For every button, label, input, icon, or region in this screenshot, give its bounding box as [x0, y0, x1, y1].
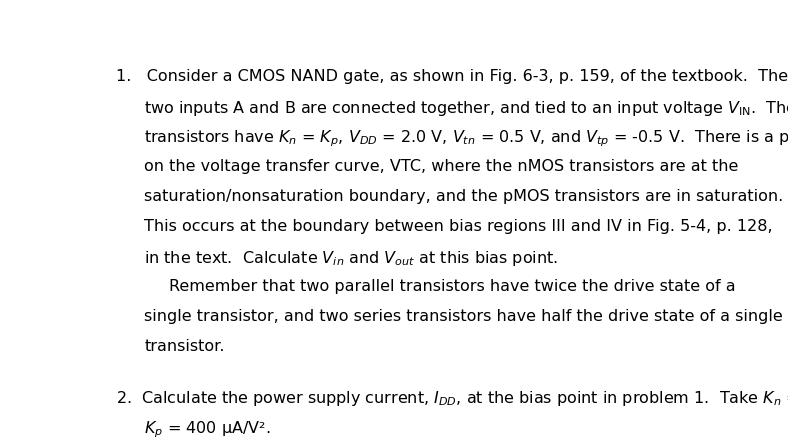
Text: saturation/nonsaturation boundary, and the pMOS transistors are in saturation.: saturation/nonsaturation boundary, and t… — [144, 189, 783, 204]
Text: 2.  Calculate the power supply current, $I_{DD}$, at the bias point in problem 1: 2. Calculate the power supply current, $… — [116, 389, 788, 408]
Text: on the voltage transfer curve, VTC, where the nMOS transistors are at the: on the voltage transfer curve, VTC, wher… — [144, 159, 738, 174]
Text: transistor.: transistor. — [144, 338, 225, 354]
Text: two inputs A and B are connected together, and tied to an input voltage $V_{\mat: two inputs A and B are connected togethe… — [144, 98, 788, 117]
Text: transistors have $K_n$ = $K_p$, $V_{DD}$ = 2.0 V, $V_{tn}$ = 0.5 V, and $V_{tp}$: transistors have $K_n$ = $K_p$, $V_{DD}$… — [144, 128, 788, 149]
Text: 1.   Consider a CMOS NAND gate, as shown in Fig. 6-3, p. 159, of the textbook.  : 1. Consider a CMOS NAND gate, as shown i… — [116, 69, 788, 84]
Text: Remember that two parallel transistors have twice the drive state of a: Remember that two parallel transistors h… — [169, 279, 735, 294]
Text: This occurs at the boundary between bias regions III and IV in Fig. 5-4, p. 128,: This occurs at the boundary between bias… — [144, 218, 773, 233]
Text: $K_p$ = 400 μA/V².: $K_p$ = 400 μA/V². — [144, 419, 271, 440]
Text: single transistor, and two series transistors have half the drive state of a sin: single transistor, and two series transi… — [144, 309, 783, 324]
Text: in the text.  Calculate $V_{in}$ and $V_{out}$ at this bias point.: in the text. Calculate $V_{in}$ and $V_{… — [144, 249, 559, 268]
